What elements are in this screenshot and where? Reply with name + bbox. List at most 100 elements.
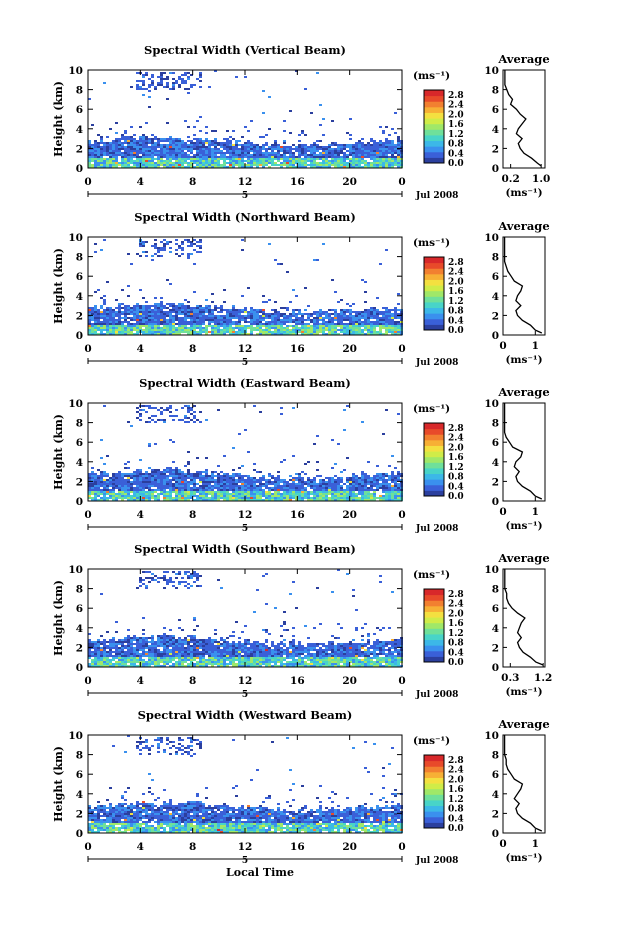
heatmap-cell xyxy=(205,331,208,333)
heatmap-cell xyxy=(370,487,373,489)
heatmap-cell xyxy=(109,156,112,158)
heatmap-cell xyxy=(106,162,109,164)
colorbar-tick-label: 0.0 xyxy=(448,326,464,336)
heatmap-cell xyxy=(190,245,193,247)
heatmap-cell xyxy=(307,491,310,493)
heatmap-cell xyxy=(229,317,232,319)
heatmap-cell xyxy=(154,497,157,499)
heatmap-cell xyxy=(379,331,382,333)
heatmap-cell xyxy=(349,487,352,489)
heatmap-cell xyxy=(310,156,313,158)
heatmap-cell xyxy=(166,313,169,315)
heatmap-cell xyxy=(193,138,196,140)
heatmap-cell xyxy=(151,84,154,86)
heatmap-cell xyxy=(142,241,145,243)
heatmap-cell xyxy=(157,158,160,160)
heatmap-cell xyxy=(208,321,211,323)
heatmap-cell xyxy=(106,473,109,475)
heatmap-cell xyxy=(163,239,166,241)
heatmap-cell xyxy=(358,162,361,164)
heatmap-cell xyxy=(217,499,220,501)
heatmap-cell xyxy=(241,485,244,487)
heatmap-cell xyxy=(118,495,121,497)
heatmap-cell xyxy=(151,415,154,417)
heatmap-cell xyxy=(220,152,223,154)
heatmap-cell xyxy=(208,485,211,487)
heatmap-cell xyxy=(112,317,115,319)
heatmap-field xyxy=(88,405,403,501)
heatmap-cell xyxy=(235,473,238,475)
heatmap-cell xyxy=(151,573,154,575)
y-tick-label: 2 xyxy=(76,476,83,488)
heatmap-cell xyxy=(190,158,193,160)
heatmap-cell xyxy=(376,333,379,335)
heatmap-cell xyxy=(337,148,340,150)
heatmap-cell xyxy=(133,313,136,315)
heatmap-cell xyxy=(127,309,130,311)
heatmap-cell xyxy=(370,333,373,335)
heatmap-cell xyxy=(367,166,370,168)
heatmap-cell xyxy=(217,317,220,319)
heatmap-cell xyxy=(250,321,253,323)
heatmap-cell xyxy=(118,483,121,485)
heatmap-cell xyxy=(298,150,301,152)
heatmap-cell xyxy=(121,303,124,305)
heatmap-cell xyxy=(319,499,322,501)
heatmap-cell xyxy=(262,319,265,321)
heatmap-cell xyxy=(268,317,271,319)
heatmap-cell xyxy=(238,489,241,491)
heatmap-cell xyxy=(97,655,100,657)
heatmap-cell xyxy=(343,313,346,315)
heatmap-cell xyxy=(103,653,106,655)
heatmap-cell xyxy=(118,651,121,653)
heatmap-cell xyxy=(178,475,181,477)
heatmap-cell xyxy=(367,152,370,154)
heatmap-cell xyxy=(88,140,91,142)
x-tick-label: 0 xyxy=(84,509,91,521)
heatmap-cell xyxy=(235,156,238,158)
heatmap-cell xyxy=(235,76,238,78)
heatmap-cell xyxy=(373,479,376,481)
heatmap-cell xyxy=(394,144,397,146)
heatmap-cell xyxy=(355,164,358,166)
heatmap-cell xyxy=(250,479,253,481)
heatmap-cell xyxy=(295,495,298,497)
heatmap-cell xyxy=(253,148,256,150)
heatmap-cell xyxy=(367,497,370,499)
heatmap-cell xyxy=(253,154,256,156)
heatmap-cell xyxy=(346,457,349,459)
heatmap-cell xyxy=(172,329,175,331)
heatmap-cell xyxy=(172,156,175,158)
heatmap-cell xyxy=(163,331,166,333)
heatmap-cell xyxy=(145,144,148,146)
heatmap-cell xyxy=(295,327,298,329)
colorbar-segment xyxy=(424,456,444,463)
heatmap-cell xyxy=(163,409,166,411)
heatmap-cell xyxy=(100,493,103,495)
heatmap-cell xyxy=(208,140,211,142)
heatmap-cell xyxy=(211,164,214,166)
heatmap-cell xyxy=(127,629,130,631)
heatmap-cell xyxy=(190,475,193,477)
heatmap-cell xyxy=(163,313,166,315)
heatmap-cell xyxy=(379,327,382,329)
heatmap-cell xyxy=(247,451,250,453)
heatmap-cell xyxy=(325,477,328,479)
heatmap-cell xyxy=(226,489,229,491)
heatmap-cell xyxy=(166,84,169,86)
heatmap-cell xyxy=(283,140,286,142)
heatmap-cell xyxy=(379,319,382,321)
heatmap-cell xyxy=(130,263,133,265)
heatmap-cell xyxy=(91,124,94,126)
heatmap-cell xyxy=(145,479,148,481)
heatmap-cell xyxy=(238,140,241,142)
y-tick-label: 4 xyxy=(76,124,83,136)
heatmap-cell xyxy=(154,495,157,497)
heatmap-cell xyxy=(214,148,217,150)
heatmap-cell xyxy=(196,487,199,489)
heatmap-cell xyxy=(139,126,142,128)
heatmap-cell xyxy=(397,158,400,160)
heatmap-cell xyxy=(286,497,289,499)
heatmap-cell xyxy=(319,309,322,311)
